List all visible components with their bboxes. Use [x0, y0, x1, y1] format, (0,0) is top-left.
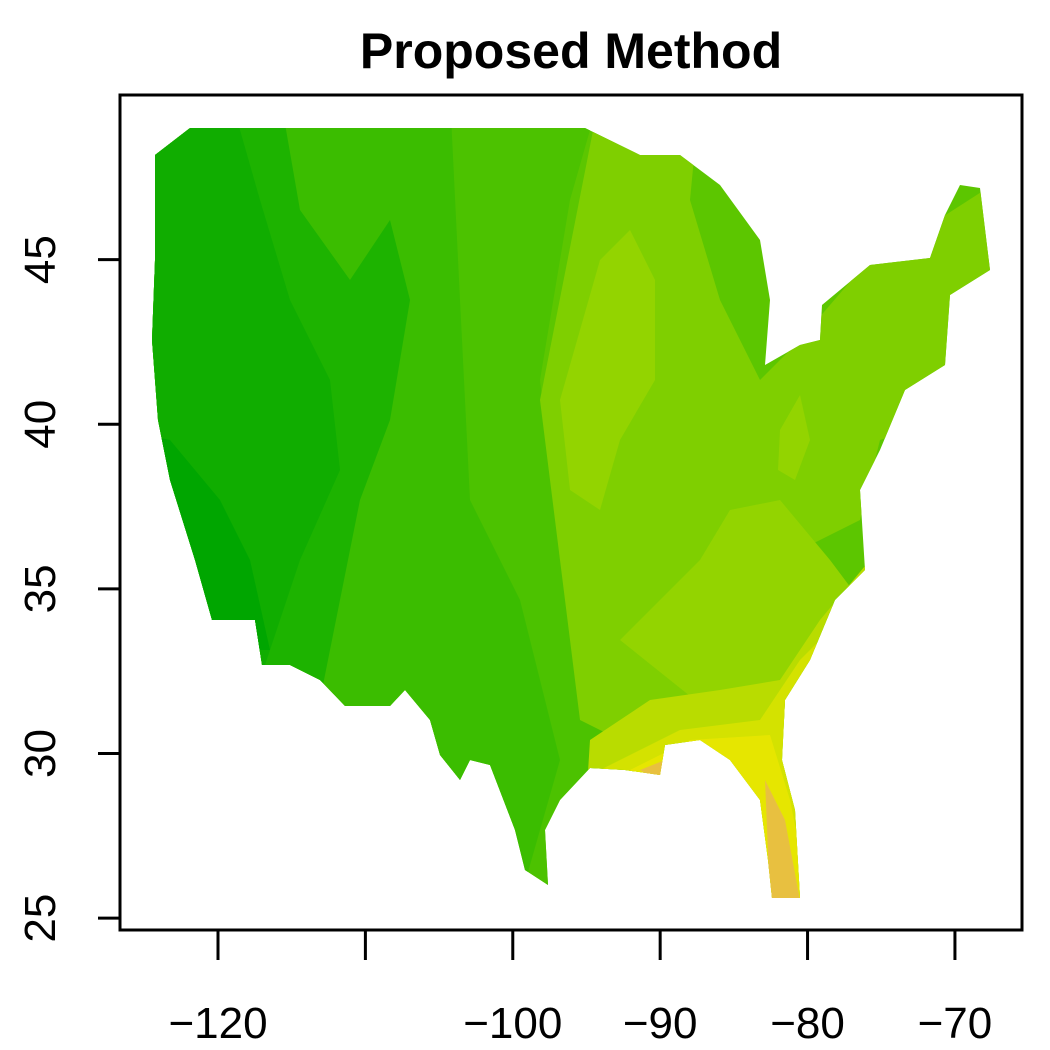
band [640, 760, 800, 898]
y-tick-label: 35 [16, 564, 65, 613]
x-tick-label: −90 [623, 999, 698, 1048]
contour-map [152, 128, 990, 898]
x-tick-label: −70 [918, 999, 993, 1048]
x-tick-label: −100 [463, 999, 562, 1048]
y-tick-label: 45 [16, 235, 65, 284]
chart-title: Proposed Method [360, 23, 782, 79]
y-tick-label: 30 [16, 729, 65, 778]
band [778, 395, 810, 480]
x-tick-label: −120 [168, 999, 267, 1048]
y-tick-label: 25 [16, 894, 65, 943]
y-tick-label: 40 [16, 400, 65, 449]
band [560, 230, 655, 510]
x-tick-label: −80 [770, 999, 845, 1048]
axes: −120 −100 −90 −80 −70 25 30 35 40 45 [16, 235, 992, 1048]
